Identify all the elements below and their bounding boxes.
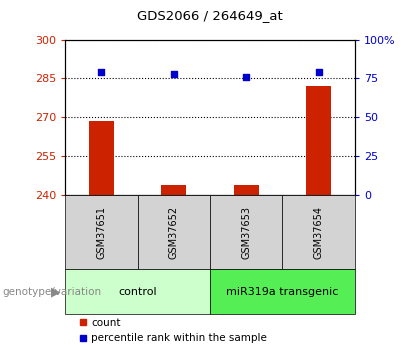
Text: GSM37651: GSM37651 xyxy=(96,206,106,258)
Point xyxy=(98,70,105,75)
Text: control: control xyxy=(118,287,157,296)
Text: GSM37653: GSM37653 xyxy=(241,206,251,258)
Point xyxy=(171,71,177,77)
Legend: count, percentile rank within the sample: count, percentile rank within the sample xyxy=(79,318,267,343)
Point xyxy=(243,74,249,80)
Bar xyxy=(306,86,331,195)
Text: GSM37652: GSM37652 xyxy=(169,206,179,258)
Bar xyxy=(161,185,186,195)
Text: genotype/variation: genotype/variation xyxy=(2,287,101,296)
Text: GSM37654: GSM37654 xyxy=(314,206,324,258)
Text: miR319a transgenic: miR319a transgenic xyxy=(226,287,339,296)
Point xyxy=(315,70,322,75)
Text: ▶: ▶ xyxy=(51,285,61,298)
Text: GDS2066 / 264649_at: GDS2066 / 264649_at xyxy=(137,9,283,22)
Bar xyxy=(89,121,114,195)
Bar xyxy=(234,185,259,195)
